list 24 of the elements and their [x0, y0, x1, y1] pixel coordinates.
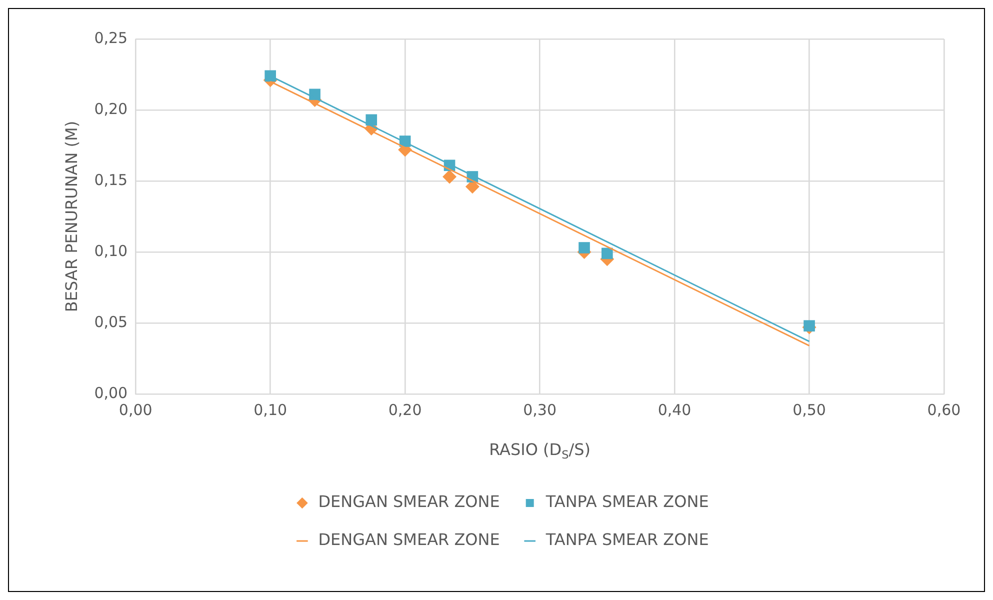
y-tick-label: 0,00 — [94, 384, 128, 402]
x-tick-label: 0,00 — [118, 400, 152, 419]
point — [264, 70, 276, 82]
y-tick-label: 0,05 — [94, 312, 128, 331]
point — [804, 320, 815, 332]
y-tick-label: 0,10 — [94, 242, 128, 260]
legend-label: TANPA SMEAR ZONE — [544, 492, 709, 512]
legend-label: TANPA SMEAR ZONE — [544, 530, 709, 550]
point — [442, 170, 457, 184]
x-tick-label: 0,40 — [658, 400, 692, 419]
y-tick-label: 0,25 — [94, 28, 128, 47]
legend-label: DENGAN SMEAR ZONE — [318, 530, 500, 550]
y-axis-title: BESAR PENURUNAN (M) — [62, 120, 81, 312]
point — [578, 242, 590, 254]
x-tick-label: 0,30 — [523, 400, 556, 419]
y-tick-label: 0,15 — [94, 170, 128, 189]
point — [602, 248, 613, 260]
x-tick-label: 0,20 — [388, 400, 422, 419]
x-tick-label: 0,60 — [927, 400, 961, 419]
x-tick-label: 0,50 — [792, 400, 826, 419]
legend-label: DENGAN SMEAR ZONE — [318, 492, 500, 512]
y-tick-label: 0,20 — [94, 100, 128, 118]
x-tick-label: 0,10 — [254, 400, 288, 419]
point — [366, 114, 378, 126]
